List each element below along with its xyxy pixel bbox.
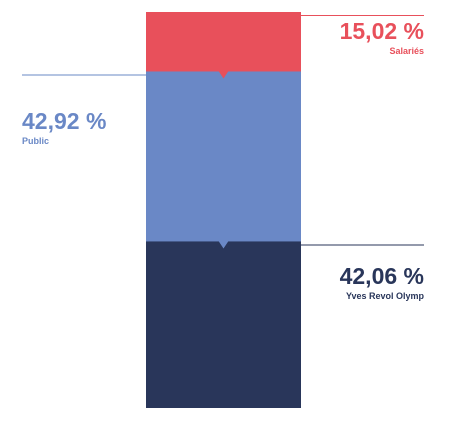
series-name-yves-revol: Yves Revol Olymp bbox=[345, 291, 424, 301]
label-yves-revol: 42,06 % Yves Revol Olymp bbox=[340, 264, 424, 302]
pointer-public bbox=[218, 240, 229, 249]
series-name-salaries: Salariés bbox=[389, 46, 424, 56]
value-label-yves-revol: 42,06 % bbox=[339, 263, 424, 289]
bar-segment-yves-revol bbox=[146, 241, 301, 408]
series-name-public: Public bbox=[22, 136, 50, 146]
bar-segment-salaries bbox=[146, 12, 301, 72]
pointer-salaries bbox=[218, 70, 229, 79]
value-label-salaries: 15,02 % bbox=[339, 18, 424, 44]
label-salaries: 15,02 % Salariés bbox=[340, 19, 424, 57]
bar-segment-public bbox=[146, 71, 301, 242]
label-public: 42,92 % Public bbox=[22, 109, 106, 147]
value-label-public: 42,92 % bbox=[22, 108, 107, 134]
